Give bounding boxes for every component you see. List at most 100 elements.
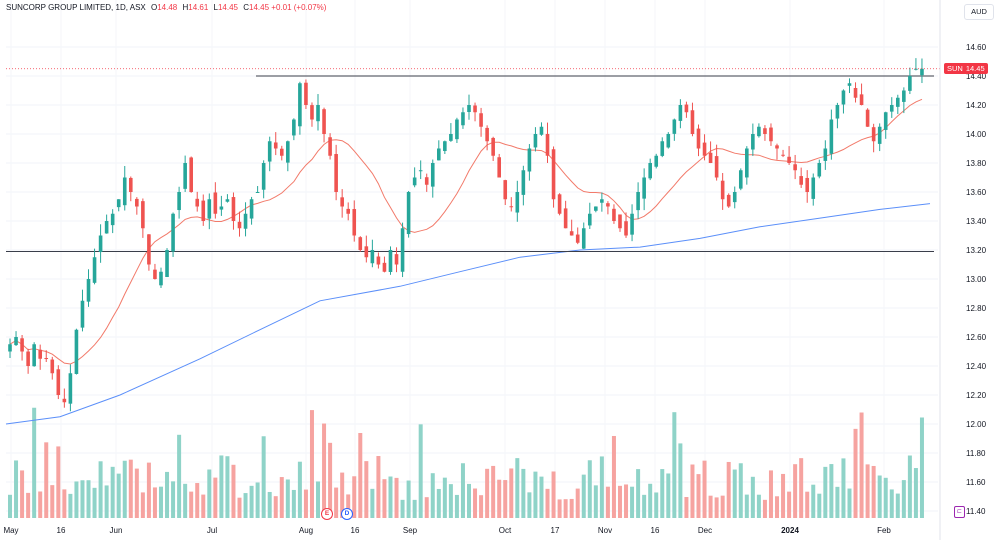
- candle-body: [889, 105, 894, 112]
- candle-body: [135, 198, 139, 207]
- volume-bar: [177, 434, 182, 518]
- candle-body: [38, 349, 42, 359]
- volume-bar: [146, 462, 151, 518]
- candle-body: [636, 192, 640, 211]
- high-label: H: [182, 3, 189, 12]
- candle-body: [110, 213, 115, 226]
- volume-bar: [98, 461, 103, 518]
- candle-body: [551, 149, 556, 200]
- volume-bars: [8, 407, 924, 518]
- candle-body: [98, 235, 103, 253]
- volume-bar: [563, 499, 568, 518]
- volume-bar: [750, 476, 755, 518]
- candle-body: [563, 208, 568, 229]
- volume-bar: [617, 485, 622, 518]
- candle-body: [292, 119, 296, 136]
- candle-body: [757, 126, 761, 137]
- dividend-marker[interactable]: D: [341, 508, 353, 520]
- volume-bar: [38, 491, 43, 518]
- symbol-label: SUNCORP GROUP LIMITED, 1D, ASX: [6, 3, 146, 12]
- volume-bar: [273, 496, 278, 518]
- candle-body: [443, 141, 447, 152]
- volume-bar: [297, 461, 302, 518]
- volume-bar: [92, 487, 97, 518]
- volume-bar: [841, 458, 846, 518]
- volume-bar: [201, 494, 206, 518]
- x-tick-label: Feb: [877, 526, 891, 535]
- candle-body: [430, 163, 435, 187]
- volume-bar: [811, 484, 816, 518]
- volume-bar: [255, 482, 260, 518]
- volume-bar: [630, 486, 635, 518]
- candle-body: [660, 141, 665, 156]
- candle-body: [684, 104, 689, 113]
- candle-body: [781, 154, 785, 156]
- candle-body: [74, 329, 79, 374]
- volume-bar: [575, 488, 580, 518]
- volume-bar: [907, 455, 912, 518]
- volume-bar: [309, 410, 314, 518]
- candle-body: [159, 271, 163, 286]
- volume-bar: [787, 491, 792, 518]
- candle-body: [406, 192, 411, 235]
- candle-body: [745, 148, 749, 178]
- candle-body: [829, 119, 834, 154]
- volume-bar: [171, 481, 176, 518]
- candle-body: [491, 137, 495, 156]
- candle-body: [726, 194, 731, 207]
- volume-bar: [128, 459, 133, 518]
- candle-body: [479, 113, 483, 127]
- y-tick-label: 13.80: [966, 159, 987, 168]
- volume-bar: [557, 499, 562, 518]
- volume-bar: [32, 407, 37, 518]
- x-tick-label: 17: [551, 526, 560, 535]
- candle-body: [207, 199, 212, 219]
- volume-bar: [376, 456, 381, 518]
- earnings-marker[interactable]: E: [321, 508, 333, 520]
- x-tick-label: Jun: [110, 526, 123, 535]
- candle-body: [279, 148, 284, 156]
- candle-body: [255, 192, 260, 193]
- candle-body: [286, 141, 290, 163]
- volume-bar: [358, 433, 363, 518]
- candle-body: [775, 145, 779, 149]
- volume-bar: [50, 485, 55, 518]
- volume-bar: [279, 477, 284, 518]
- currency-button[interactable]: AUD: [964, 4, 994, 20]
- candle-body: [914, 68, 918, 70]
- y-tick-label: 12.20: [966, 391, 987, 400]
- candle-body: [165, 250, 169, 278]
- volume-bar: [587, 460, 592, 518]
- candle-body: [437, 148, 441, 161]
- candles: [8, 58, 924, 412]
- volume-bar: [442, 477, 447, 518]
- candle-body: [50, 359, 55, 374]
- price-tag-ticker: SUN: [947, 64, 963, 73]
- chart-legend: SUNCORP GROUP LIMITED, 1D, ASX O14.48 H1…: [6, 3, 326, 12]
- x-tick-label: Aug: [299, 526, 313, 535]
- volume-bar: [303, 489, 308, 518]
- volume-bar: [412, 499, 417, 518]
- volume-bar: [122, 460, 127, 518]
- y-tick-label: 11.40: [966, 507, 986, 516]
- volume-bar: [533, 471, 538, 518]
- volume-bar: [370, 488, 375, 518]
- fast-moving-average: [9, 98, 923, 365]
- x-tick-label: Dec: [698, 526, 712, 535]
- candle-body: [243, 213, 248, 229]
- volume-bar: [454, 494, 459, 518]
- low-label: L: [213, 3, 218, 12]
- volume-bar: [183, 483, 188, 518]
- candle-body: [835, 105, 840, 119]
- volume-bar: [702, 460, 707, 518]
- scale-settings-icon[interactable]: ⊏: [954, 506, 965, 518]
- volume-bar: [382, 479, 387, 518]
- volume-bar: [756, 494, 761, 518]
- volume-bar: [708, 495, 713, 518]
- volume-bar: [853, 428, 858, 518]
- candle-body: [412, 177, 417, 186]
- candle-body: [497, 157, 501, 178]
- high-value: 14.61: [188, 3, 209, 12]
- candle-body: [14, 337, 18, 346]
